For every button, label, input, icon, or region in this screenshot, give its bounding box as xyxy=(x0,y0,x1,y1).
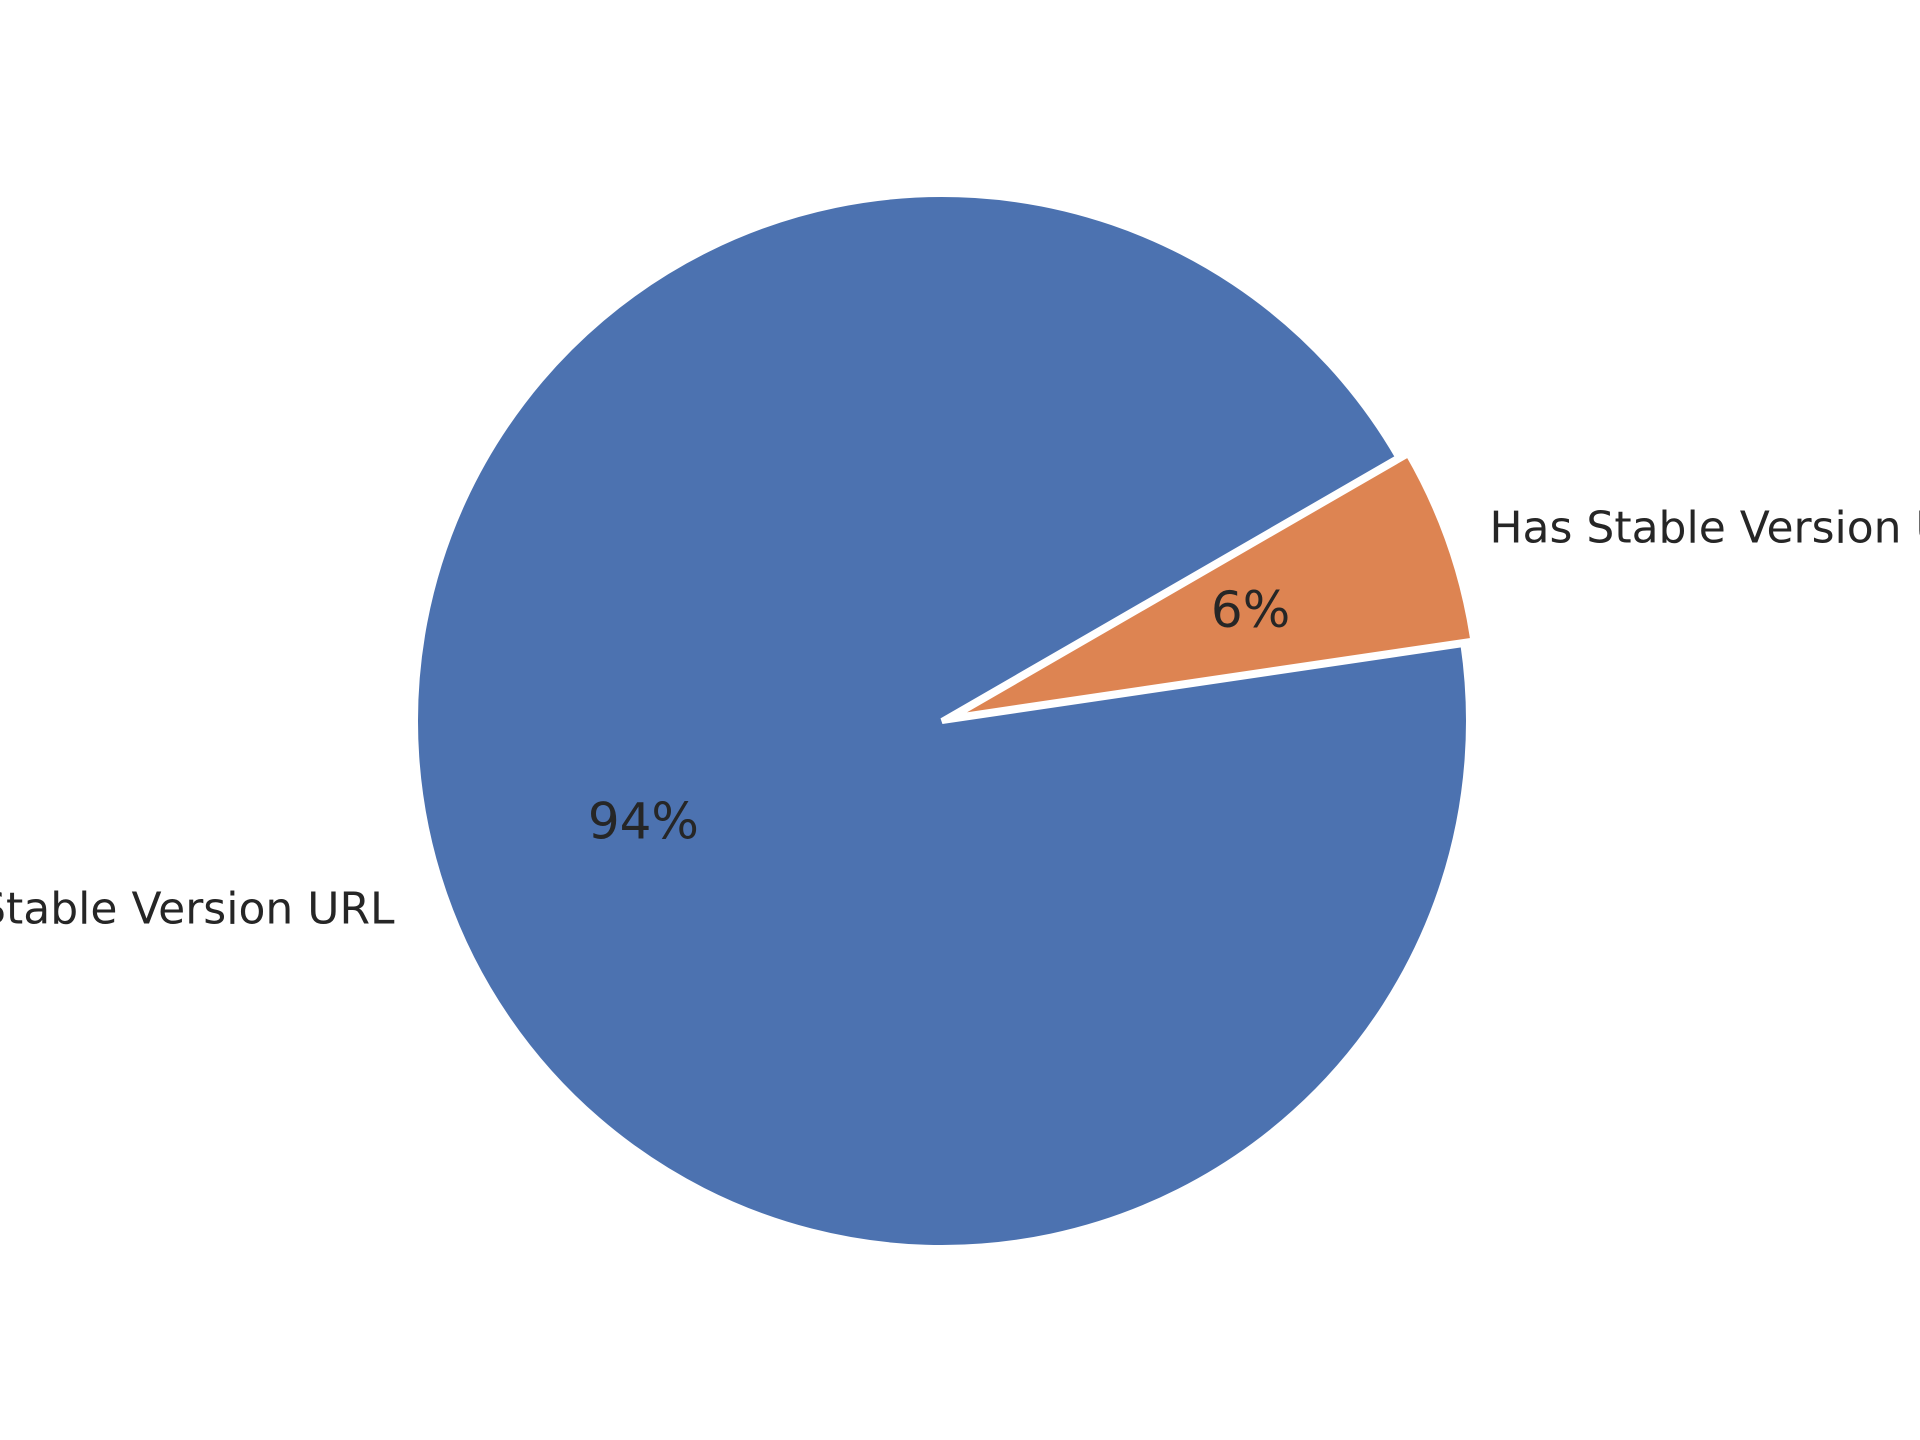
pie-slices xyxy=(412,191,1477,1251)
pie-slice-has-stable-version xyxy=(950,449,1477,721)
slice-percent-label: 6% xyxy=(1211,581,1290,639)
slice-category-label: No Stable Version URL xyxy=(0,884,395,935)
slice-category-label: Has Stable Version URL xyxy=(1489,502,1920,553)
pie-labels: No Stable Version URL 94% Has Stable Versi… xyxy=(0,502,1920,934)
pie-slice-no-stable-version xyxy=(412,191,1473,1251)
slice-percent-label: 94% xyxy=(588,792,699,850)
